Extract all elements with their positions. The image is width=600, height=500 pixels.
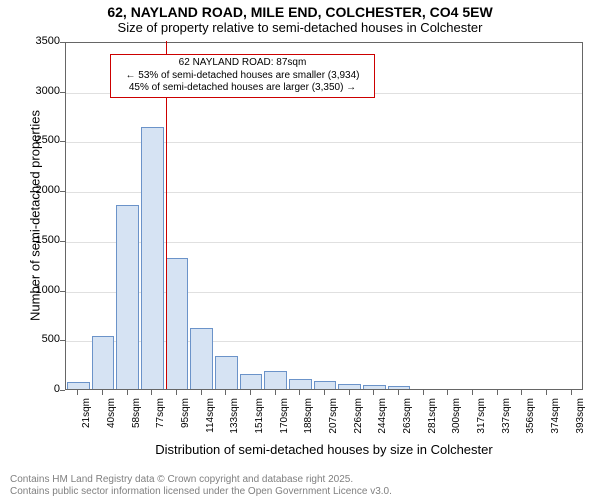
bar <box>388 386 411 389</box>
bar <box>215 356 238 389</box>
x-tick-label: 393sqm <box>575 398 586 438</box>
x-tick <box>225 390 226 395</box>
x-tick <box>176 390 177 395</box>
y-tick-label: 2000 <box>20 184 60 196</box>
annotation-line: 45% of semi-detached houses are larger (… <box>115 82 370 95</box>
x-tick <box>275 390 276 395</box>
bar <box>166 258 189 389</box>
x-tick <box>201 390 202 395</box>
x-tick-label: 133sqm <box>229 398 240 438</box>
x-axis-label: Distribution of semi-detached houses by … <box>65 442 583 457</box>
y-tick-label: 0 <box>20 383 60 395</box>
y-tick <box>60 42 65 43</box>
x-tick-label: 58sqm <box>131 398 142 438</box>
chart-title-line2: Size of property relative to semi-detach… <box>0 20 600 35</box>
annotation-line: ← 53% of semi-detached houses are smalle… <box>115 70 370 83</box>
x-tick-label: 151sqm <box>254 398 265 438</box>
x-tick-label: 21sqm <box>81 398 92 438</box>
bar <box>338 384 361 389</box>
footer-line2: Contains public sector information licen… <box>10 486 392 498</box>
x-tick <box>497 390 498 395</box>
x-tick <box>299 390 300 395</box>
x-tick-label: 40sqm <box>106 398 117 438</box>
x-tick-label: 317sqm <box>476 398 487 438</box>
x-tick <box>151 390 152 395</box>
x-tick <box>472 390 473 395</box>
x-tick-label: 374sqm <box>550 398 561 438</box>
x-tick-label: 244sqm <box>377 398 388 438</box>
x-tick-label: 188sqm <box>303 398 314 438</box>
x-tick <box>77 390 78 395</box>
bar <box>314 381 337 389</box>
x-tick <box>398 390 399 395</box>
x-tick <box>546 390 547 395</box>
x-tick <box>521 390 522 395</box>
y-tick <box>60 92 65 93</box>
bar <box>92 336 115 389</box>
x-tick-label: 263sqm <box>402 398 413 438</box>
y-tick-label: 3000 <box>20 85 60 97</box>
x-tick-label: 300sqm <box>451 398 462 438</box>
x-tick <box>102 390 103 395</box>
chart-title-line1: 62, NAYLAND ROAD, MILE END, COLCHESTER, … <box>0 4 600 20</box>
x-tick-label: 337sqm <box>501 398 512 438</box>
x-tick-label: 226sqm <box>353 398 364 438</box>
bar <box>67 382 90 389</box>
footer-line1: Contains HM Land Registry data © Crown c… <box>10 474 392 486</box>
x-tick <box>373 390 374 395</box>
x-tick <box>423 390 424 395</box>
x-tick <box>447 390 448 395</box>
y-tick <box>60 291 65 292</box>
x-tick <box>571 390 572 395</box>
x-tick-label: 207sqm <box>328 398 339 438</box>
y-tick-label: 500 <box>20 333 60 345</box>
annotation-box: 62 NAYLAND ROAD: 87sqm← 53% of semi-deta… <box>110 54 375 98</box>
x-tick <box>349 390 350 395</box>
bar <box>116 205 139 389</box>
bar <box>240 374 263 389</box>
y-tick <box>60 141 65 142</box>
y-axis-label: Number of semi-detached properties <box>28 91 43 341</box>
y-tick <box>60 390 65 391</box>
x-tick-label: 170sqm <box>279 398 290 438</box>
annotation-line: 62 NAYLAND ROAD: 87sqm <box>115 57 370 70</box>
y-tick <box>60 340 65 341</box>
y-tick-label: 3500 <box>20 35 60 47</box>
bar <box>141 127 164 389</box>
x-tick <box>324 390 325 395</box>
x-tick-label: 77sqm <box>155 398 166 438</box>
x-tick <box>127 390 128 395</box>
bar <box>264 371 287 389</box>
x-tick-label: 114sqm <box>205 398 216 438</box>
y-tick <box>60 191 65 192</box>
bar <box>190 328 213 389</box>
y-tick-label: 1000 <box>20 284 60 296</box>
y-tick-label: 1500 <box>20 234 60 246</box>
x-tick-label: 356sqm <box>525 398 536 438</box>
y-tick <box>60 241 65 242</box>
x-tick-label: 281sqm <box>427 398 438 438</box>
footer-attribution: Contains HM Land Registry data © Crown c… <box>10 474 392 498</box>
x-tick-label: 95sqm <box>180 398 191 438</box>
bar <box>289 379 312 389</box>
y-tick-label: 2500 <box>20 134 60 146</box>
bar <box>363 385 386 389</box>
x-tick <box>250 390 251 395</box>
